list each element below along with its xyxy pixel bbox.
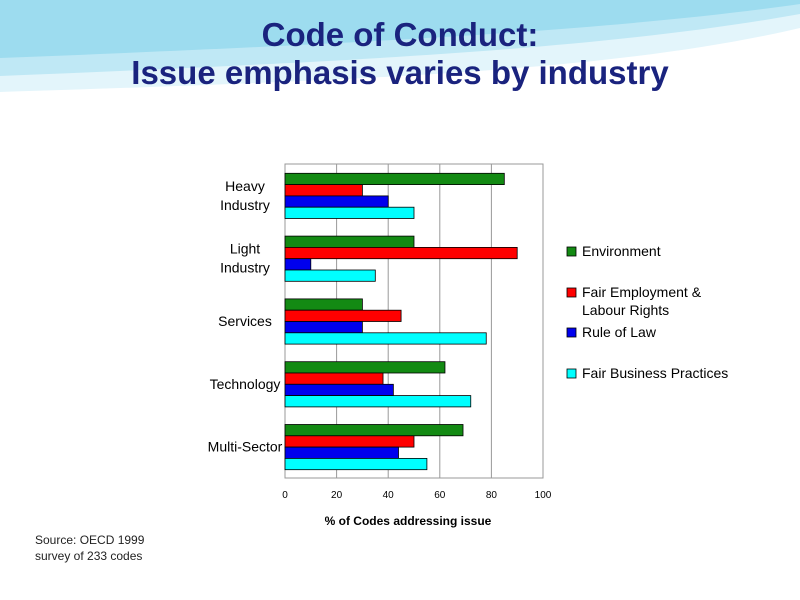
- bar-0-2: [284, 195, 389, 208]
- legend-label-1-0: Fair Employment &: [582, 284, 702, 300]
- legend-swatch-1: [566, 287, 577, 298]
- bar-1-2: [284, 258, 312, 271]
- bar-2-3: [284, 332, 487, 345]
- bar-3-3: [284, 395, 472, 408]
- legend-swatch-2: [566, 327, 577, 338]
- bar-3-0: [284, 361, 446, 374]
- category-label-3-0: Technology: [210, 376, 281, 392]
- category-label-1-1: Industry: [220, 260, 270, 276]
- bar-1-3: [284, 269, 376, 282]
- x-tick-label-60: 60: [434, 490, 446, 501]
- category-label-1-0: Light: [230, 241, 260, 257]
- slide-title-line2: Issue emphasis varies by industry: [131, 54, 669, 91]
- category-label-2-0: Services: [218, 313, 272, 329]
- bar-2-1: [284, 309, 402, 322]
- bar-chart: Heavy Industry Light Industry Services Techno…: [208, 163, 728, 528]
- source-line2: survey of 233 codes: [35, 549, 143, 563]
- slide-title-line1: Code of Conduct:: [261, 16, 539, 53]
- legend-swatch-0: [566, 246, 577, 257]
- category-label-0-1: Industry: [220, 197, 270, 213]
- x-tick-label-40: 40: [383, 490, 395, 501]
- bar-0-1: [284, 184, 363, 197]
- bar-1-1: [284, 247, 518, 260]
- bar-4-0: [284, 424, 464, 437]
- category-label-0-0: Heavy: [225, 178, 265, 194]
- bar-2-2: [284, 321, 363, 334]
- bar-2-0: [284, 298, 363, 311]
- source-note: Source: OECD 1999 survey of 233 codes: [35, 532, 195, 564]
- slide-title: Code of Conduct: Issue emphasis varies b…: [0, 16, 800, 92]
- x-tick-label-20: 20: [331, 490, 343, 501]
- bar-0-3: [284, 206, 415, 219]
- legend-label-3-0: Fair Business Practices: [582, 365, 728, 381]
- source-line1: Source: OECD 1999: [35, 533, 145, 547]
- x-tick-label-100: 100: [535, 490, 552, 501]
- category-label-4-0: Multi-Sector: [208, 439, 283, 455]
- legend-label-2-0: Rule of Law: [582, 324, 657, 340]
- bar-0-0: [284, 172, 505, 185]
- decor-wave-dark: [0, 0, 800, 58]
- bar-4-2: [284, 446, 399, 459]
- legend-label-0-0: Environment: [582, 243, 661, 259]
- bar-4-1: [284, 435, 415, 448]
- bar-4-3: [284, 457, 428, 471]
- legend-label-1-1: Labour Rights: [582, 302, 669, 318]
- bar-3-2: [284, 383, 394, 397]
- legend-swatch-3: [566, 368, 577, 379]
- x-tick-label-80: 80: [486, 490, 498, 501]
- bar-3-1: [284, 372, 384, 385]
- x-tick-label-0: 0: [282, 490, 288, 501]
- x-axis-label: % of Codes addressing issue: [325, 514, 492, 528]
- bar-1-0: [284, 235, 415, 248]
- chart-panel: Heavy Industry Light Industry Services Techno…: [178, 156, 756, 544]
